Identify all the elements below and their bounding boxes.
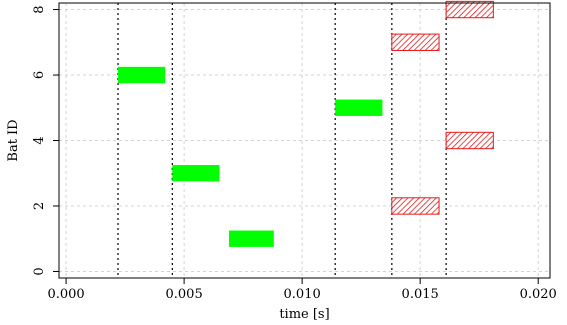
y-axis-label: Bat ID <box>6 119 21 161</box>
x-tick-label: 0.005 <box>166 287 203 302</box>
y-tick-label: 6 <box>32 71 47 79</box>
bar-solid-bat-6 <box>118 66 166 84</box>
axis-ticks: 0.000 0.005 0.010 0.015 0.020 0 2 4 6 8 <box>32 5 557 302</box>
interval-bars <box>118 0 494 247</box>
bar-hatched-bat-8 <box>445 0 494 19</box>
x-tick-label: 0.020 <box>520 287 557 302</box>
x-tick-label: 0.000 <box>47 287 84 302</box>
y-tick-label: 4 <box>32 136 47 144</box>
bar-hatched-bat-4 <box>445 131 494 150</box>
x-axis-label: time [s] <box>279 307 329 322</box>
y-tick-label: 2 <box>32 202 47 210</box>
bar-solid-bat-1 <box>228 230 274 247</box>
bar-hatched-bat-2 <box>391 197 440 215</box>
x-tick-label: 0.015 <box>402 287 439 302</box>
bar-solid-bat-3 <box>172 165 220 182</box>
bar-hatched-bat-7 <box>391 33 440 51</box>
bar-solid-bat-5 <box>335 99 383 116</box>
y-tick-label: 0 <box>32 267 47 275</box>
y-tick-label: 8 <box>32 5 47 13</box>
x-tick-label: 0.010 <box>284 287 321 302</box>
